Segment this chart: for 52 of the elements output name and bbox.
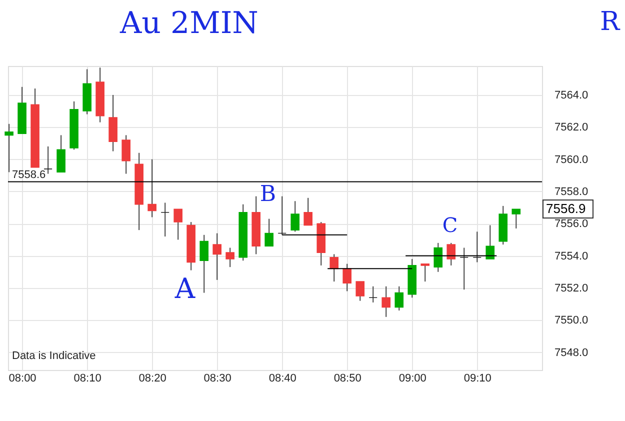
ref-line-label: 7558.6 xyxy=(12,168,46,181)
y-tick-label: 7554.0 xyxy=(554,250,588,262)
candlestick xyxy=(446,242,456,266)
x-tick-label: 08:30 xyxy=(204,372,232,384)
candlestick xyxy=(342,263,352,292)
x-tick-label: 08:40 xyxy=(268,372,296,384)
candlestick xyxy=(264,218,274,247)
candlestick xyxy=(330,254,338,282)
candlestick xyxy=(160,202,170,237)
y-tick-label: 7550.0 xyxy=(554,314,588,327)
text: R xyxy=(600,7,621,37)
y-tick-label: 7556.0 xyxy=(554,218,588,230)
x-tick-label: 08:20 xyxy=(138,372,166,384)
candlestick xyxy=(356,281,365,302)
candlestick xyxy=(148,158,156,218)
annotation: B xyxy=(260,182,276,207)
y-tick-label: 7564.0 xyxy=(554,89,588,102)
y-tick-label: 7548.0 xyxy=(554,346,588,359)
candlestick xyxy=(200,234,208,294)
x-tick-label: 09:00 xyxy=(398,372,426,384)
candlestick xyxy=(290,200,300,232)
candlestick xyxy=(382,286,390,318)
candlestick xyxy=(122,134,130,174)
candlestick xyxy=(304,197,312,226)
candlestick xyxy=(278,196,286,236)
candlestick xyxy=(174,208,182,240)
candlestick xyxy=(460,247,469,290)
chart-title: Au 2MIN xyxy=(119,6,258,41)
x-tick-label: 09:10 xyxy=(464,372,492,384)
y-tick-label: 7558.0 xyxy=(554,186,588,198)
y-tick-label: 7560.0 xyxy=(554,154,588,166)
candlestick xyxy=(486,224,495,260)
y-tick-label: 7552.0 xyxy=(554,282,588,294)
annotation: Data is Indicative xyxy=(12,350,96,362)
x-tick-label: 08:00 xyxy=(8,372,36,384)
candlestick xyxy=(44,146,52,174)
candlestick xyxy=(472,231,482,263)
candlestick xyxy=(420,263,430,282)
candlestick xyxy=(512,208,521,229)
candlestick xyxy=(56,134,66,173)
candlestick xyxy=(394,286,404,311)
candlestick xyxy=(368,286,378,303)
candlestick xyxy=(212,232,222,280)
candlestick xyxy=(226,247,234,268)
y-tick-label: 7562.0 xyxy=(554,122,588,134)
x-tick-label: 08:10 xyxy=(74,372,102,384)
candlestick xyxy=(4,123,14,173)
annotation: A xyxy=(174,272,196,305)
annotation: C xyxy=(442,213,458,237)
candlestick xyxy=(434,242,443,272)
x-tick-label: 08:50 xyxy=(334,372,362,384)
text: 7556.9 xyxy=(546,201,586,216)
